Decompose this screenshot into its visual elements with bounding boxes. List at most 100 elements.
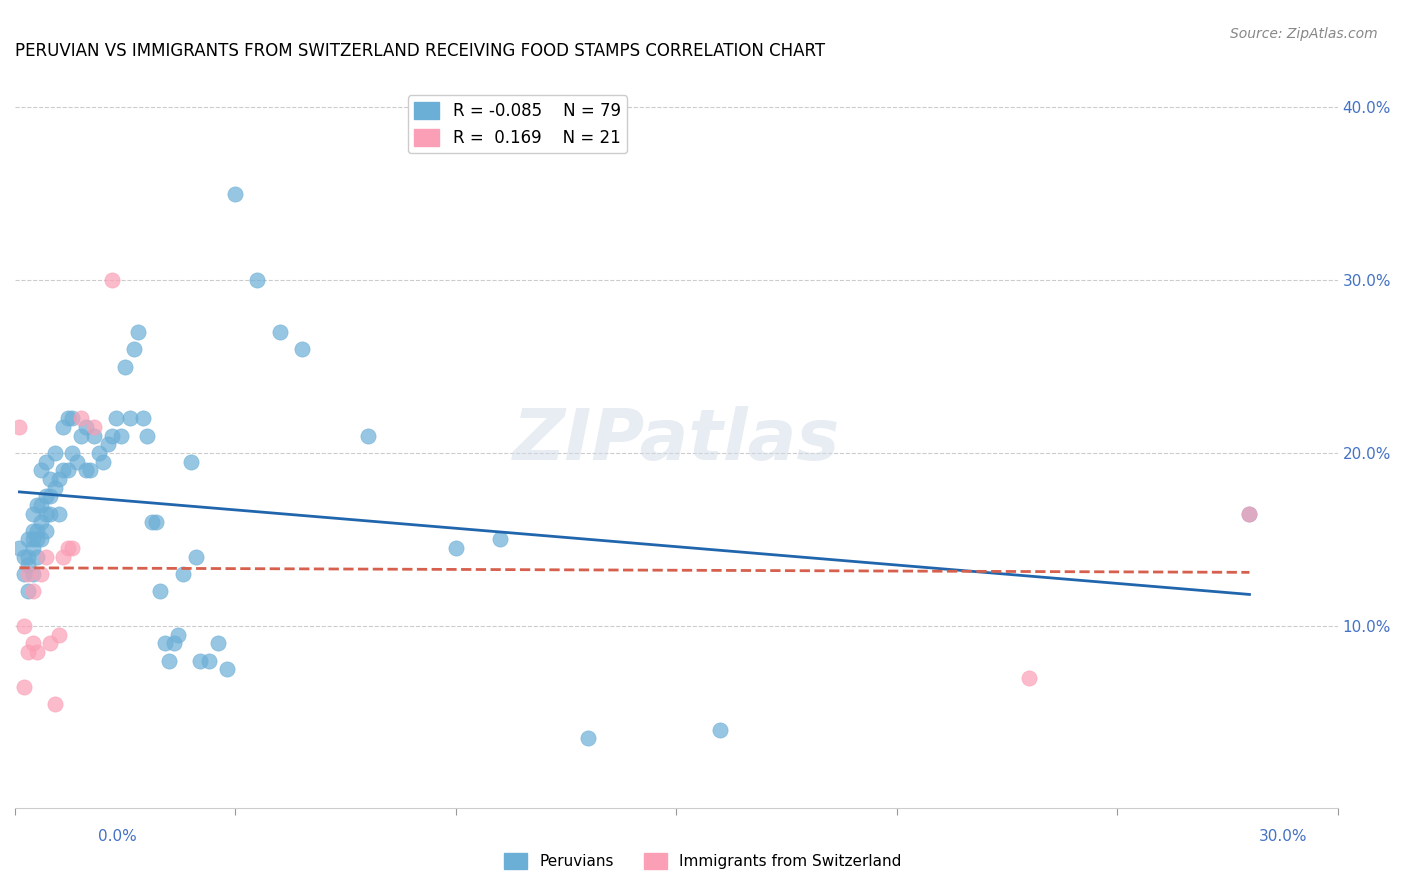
Point	[70, 428, 93, 442]
Point	[48, 627, 70, 641]
Point	[97, 437, 120, 451]
Point	[13, 549, 35, 564]
Point	[8, 541, 31, 556]
Point	[83, 420, 105, 434]
Point	[35, 455, 58, 469]
Point	[35, 524, 58, 538]
Point	[163, 636, 186, 650]
Point	[25, 533, 48, 547]
Text: ZIPatlas: ZIPatlas	[513, 406, 839, 475]
Text: 0.0%: 0.0%	[98, 830, 138, 844]
Point	[21, 524, 44, 538]
Point	[48, 472, 70, 486]
Point	[153, 636, 176, 650]
Point	[70, 411, 93, 425]
Point	[167, 627, 190, 641]
Point	[39, 507, 62, 521]
Point	[48, 507, 70, 521]
Point	[132, 411, 155, 425]
Point	[56, 411, 79, 425]
Point	[83, 428, 105, 442]
Point	[52, 420, 75, 434]
Point	[75, 420, 97, 434]
Point	[1239, 507, 1261, 521]
Point	[21, 636, 44, 650]
Point	[30, 567, 52, 582]
Point	[17, 549, 39, 564]
Point	[39, 636, 62, 650]
Point	[1239, 507, 1261, 521]
Point	[215, 662, 238, 676]
Point	[21, 507, 44, 521]
Point	[357, 428, 380, 442]
Point	[21, 567, 44, 582]
Point	[17, 567, 39, 582]
Point	[87, 446, 110, 460]
Point	[8, 420, 31, 434]
Point	[30, 515, 52, 529]
Point	[52, 463, 75, 477]
Point	[576, 731, 599, 746]
Point	[52, 549, 75, 564]
Point	[30, 463, 52, 477]
Point	[188, 654, 211, 668]
Point	[114, 359, 136, 374]
Point	[180, 455, 202, 469]
Point	[17, 558, 39, 573]
Point	[17, 533, 39, 547]
Point	[39, 472, 62, 486]
Point	[122, 342, 145, 356]
Point	[39, 489, 62, 503]
Point	[127, 325, 149, 339]
Point	[172, 567, 194, 582]
Point	[60, 446, 83, 460]
Point	[141, 515, 163, 529]
Point	[101, 273, 124, 287]
Point	[25, 549, 48, 564]
Text: Source: ZipAtlas.com: Source: ZipAtlas.com	[1230, 27, 1378, 41]
Point	[79, 463, 101, 477]
Point	[44, 481, 66, 495]
Legend: R = -0.085    N = 79, R =  0.169    N = 21: R = -0.085 N = 79, R = 0.169 N = 21	[408, 95, 627, 153]
Point	[21, 541, 44, 556]
Point	[246, 273, 269, 287]
Point	[17, 584, 39, 599]
Point	[198, 654, 221, 668]
Point	[35, 549, 58, 564]
Point	[60, 541, 83, 556]
Legend: Peruvians, Immigrants from Switzerland: Peruvians, Immigrants from Switzerland	[498, 847, 908, 875]
Point	[44, 697, 66, 711]
Point	[110, 428, 132, 442]
Point	[136, 428, 159, 442]
Point	[25, 524, 48, 538]
Text: 30.0%: 30.0%	[1260, 830, 1308, 844]
Point	[56, 463, 79, 477]
Point	[269, 325, 291, 339]
Point	[105, 411, 128, 425]
Point	[157, 654, 180, 668]
Point	[44, 446, 66, 460]
Point	[290, 342, 312, 356]
Point	[56, 541, 79, 556]
Point	[101, 428, 124, 442]
Point	[35, 507, 58, 521]
Point	[30, 533, 52, 547]
Point	[30, 498, 52, 512]
Point	[489, 533, 512, 547]
Point	[91, 455, 114, 469]
Point	[13, 680, 35, 694]
Point	[184, 549, 207, 564]
Point	[66, 455, 89, 469]
Point	[13, 567, 35, 582]
Point	[35, 489, 58, 503]
Point	[75, 463, 97, 477]
Point	[21, 533, 44, 547]
Point	[25, 498, 48, 512]
Point	[1018, 671, 1040, 685]
Text: PERUVIAN VS IMMIGRANTS FROM SWITZERLAND RECEIVING FOOD STAMPS CORRELATION CHART: PERUVIAN VS IMMIGRANTS FROM SWITZERLAND …	[15, 42, 825, 60]
Point	[207, 636, 229, 650]
Point	[149, 584, 172, 599]
Point	[145, 515, 167, 529]
Point	[444, 541, 467, 556]
Point	[17, 645, 39, 659]
